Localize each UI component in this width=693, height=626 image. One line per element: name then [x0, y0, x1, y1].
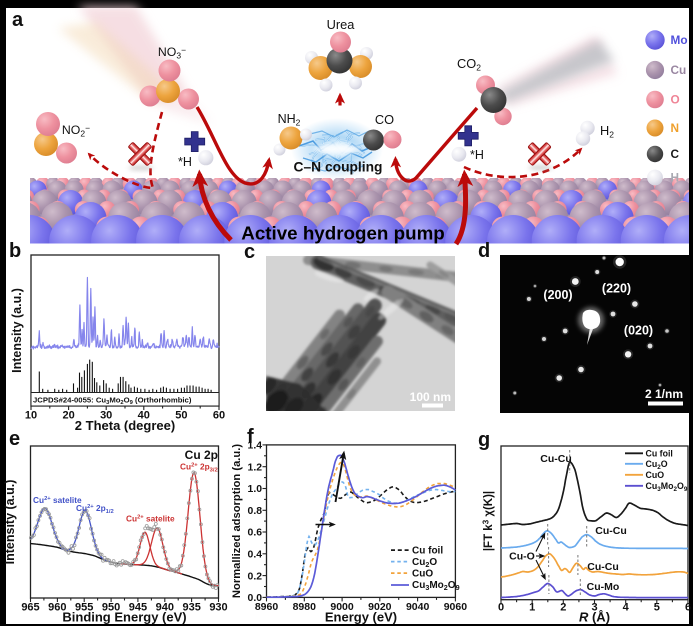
svg-text:Cu3Mo2O9: Cu3Mo2O9	[646, 481, 688, 493]
svg-text:6: 6	[685, 602, 691, 614]
svg-text:0: 0	[498, 602, 504, 614]
svg-text:Intensity (a.u.): Intensity (a.u.)	[10, 288, 24, 373]
svg-text:|FT k3 χ(K)|: |FT k3 χ(K)|	[482, 491, 496, 551]
svg-text:1.0: 1.0	[248, 484, 263, 495]
svg-text:CO2: CO2	[457, 56, 481, 73]
svg-text:e: e	[9, 428, 20, 450]
svg-text:(020): (020)	[624, 324, 653, 338]
svg-text:N: N	[671, 121, 680, 135]
svg-text:CO: CO	[375, 112, 394, 127]
svg-text:f: f	[247, 426, 254, 448]
svg-text:9060: 9060	[444, 601, 468, 613]
svg-text:Cu-Mo: Cu-Mo	[587, 581, 620, 593]
svg-text:3: 3	[591, 602, 597, 614]
svg-text:100 nm: 100 nm	[410, 390, 451, 404]
svg-text:Urea: Urea	[327, 17, 356, 32]
svg-text:O: O	[671, 93, 680, 107]
svg-text:5: 5	[654, 602, 660, 614]
svg-text:Intensity (a.u.): Intensity (a.u.)	[3, 480, 17, 565]
svg-text:R (Å): R (Å)	[579, 610, 610, 625]
svg-text:Cu-Cu: Cu-Cu	[587, 561, 619, 573]
svg-text:c: c	[244, 241, 255, 263]
svg-text:965: 965	[21, 602, 39, 614]
svg-text:2 1/nm: 2 1/nm	[645, 387, 683, 401]
svg-text:955: 955	[75, 602, 93, 614]
svg-text:Cu 2p: Cu 2p	[185, 448, 218, 462]
svg-text:Cu2+ 2p3/2: Cu2+ 2p3/2	[180, 462, 218, 474]
svg-text:1: 1	[529, 602, 535, 614]
svg-text:*H: *H	[178, 155, 192, 169]
svg-text:Cu: Cu	[671, 63, 687, 77]
svg-text:b: b	[9, 240, 21, 262]
svg-text:C–N coupling: C–N coupling	[294, 160, 383, 175]
svg-text:40: 40	[138, 410, 150, 422]
svg-text:2: 2	[560, 602, 566, 614]
svg-text:935: 935	[182, 602, 200, 614]
svg-text:60: 60	[213, 410, 225, 422]
svg-text:Cu2O: Cu2O	[412, 557, 437, 569]
svg-text:950: 950	[102, 602, 120, 614]
svg-text:9020: 9020	[368, 601, 392, 613]
svg-text:0.4: 0.4	[248, 550, 263, 561]
svg-text:Active hydrogen pump: Active hydrogen pump	[241, 223, 445, 244]
svg-text:CuO: CuO	[412, 568, 433, 579]
svg-text:940: 940	[156, 602, 174, 614]
svg-text:8960: 8960	[255, 601, 279, 613]
svg-text:Cu-Cu: Cu-Cu	[540, 453, 572, 465]
svg-text:JCPDS#24-0055: Cu3Mo2O9 (Ortho: JCPDS#24-0055: Cu3Mo2O9 (Orthorhombic)	[33, 396, 192, 407]
svg-text:Cu-Cu: Cu-Cu	[595, 525, 627, 537]
svg-text:C: C	[671, 147, 680, 161]
svg-text:NH2: NH2	[278, 112, 301, 128]
svg-text:H: H	[671, 171, 680, 185]
svg-text:8980: 8980	[293, 601, 317, 613]
svg-text:Binding Energy (eV): Binding Energy (eV)	[62, 610, 186, 625]
svg-text:1.4: 1.4	[248, 441, 263, 452]
svg-text:960: 960	[48, 602, 66, 614]
svg-text:Cu3Mo2O9: Cu3Mo2O9	[412, 580, 460, 592]
svg-text:945: 945	[129, 602, 147, 614]
svg-text:Cu foil: Cu foil	[646, 449, 673, 459]
svg-text:a: a	[12, 9, 24, 31]
svg-text:0.6: 0.6	[248, 528, 263, 539]
svg-text:Cu2+ 2p1/2: Cu2+ 2p1/2	[76, 503, 114, 515]
svg-text:4: 4	[623, 602, 630, 614]
svg-text:d: d	[478, 240, 490, 262]
svg-text:g: g	[478, 429, 490, 451]
svg-text:Cu foil: Cu foil	[412, 545, 443, 556]
svg-text:20: 20	[62, 410, 74, 422]
svg-text:30: 30	[100, 410, 112, 422]
svg-text:(200): (200)	[543, 288, 572, 302]
svg-text:10: 10	[25, 410, 37, 422]
svg-text:(220): (220)	[602, 282, 631, 296]
svg-text:Cu2+ satelite: Cu2+ satelite	[33, 495, 82, 505]
svg-text:Mo: Mo	[671, 33, 688, 47]
svg-text:CuO: CuO	[646, 470, 665, 480]
svg-text:Cu-O: Cu-O	[509, 551, 535, 563]
svg-text:Cu2O: Cu2O	[646, 459, 668, 471]
svg-text:930: 930	[209, 602, 227, 614]
svg-text:Normallized adsorption (a.u.): Normallized adsorption (a.u.)	[231, 444, 243, 598]
svg-text:9040: 9040	[406, 601, 430, 613]
svg-text:1.2: 1.2	[248, 462, 263, 473]
svg-text:0.2: 0.2	[248, 571, 263, 582]
svg-text:2 Theta (degree): 2 Theta (degree)	[75, 418, 175, 433]
svg-text:Cu2+ satelite: Cu2+ satelite	[126, 514, 175, 524]
svg-text:50: 50	[175, 410, 187, 422]
svg-text:*H: *H	[470, 148, 484, 162]
svg-text:0.0: 0.0	[248, 593, 263, 604]
svg-text:Energy (eV): Energy (eV)	[325, 610, 397, 625]
svg-text:0.8: 0.8	[248, 506, 263, 517]
svg-text:9000: 9000	[330, 601, 354, 613]
